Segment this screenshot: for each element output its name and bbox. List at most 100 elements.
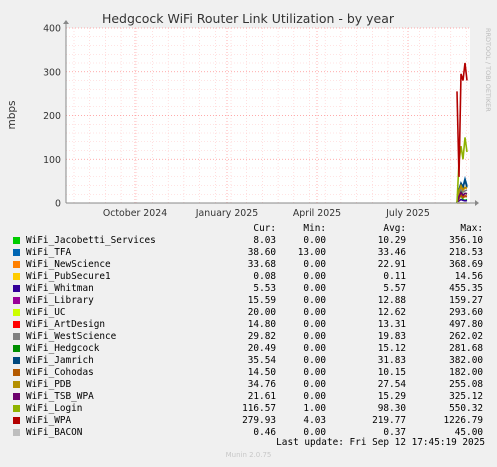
legend-value-min: 0.00 <box>303 271 326 282</box>
legend-value-max: 455.35 <box>449 283 483 294</box>
grid <box>66 27 470 203</box>
legend-value-cur: 38.60 <box>247 247 276 258</box>
legend-value-max: 218.53 <box>449 247 483 258</box>
y-tick-label: 300 <box>43 67 61 78</box>
legend-swatch <box>13 237 20 244</box>
legend-swatch <box>13 429 20 436</box>
legend-value-min: 0.00 <box>303 295 326 306</box>
legend-swatch <box>13 369 20 376</box>
legend-value-avg: 12.88 <box>377 295 406 306</box>
axes: 0 100 200 300 400 October 2024 January 2025 Apr… <box>43 20 479 219</box>
legend-series-name: WiFi_Jacobetti_Services <box>26 235 156 246</box>
legend-value-max: 45.00 <box>454 427 483 438</box>
legend-value-avg: 10.29 <box>377 235 406 246</box>
legend-series-name: WiFi_Jamrich <box>26 355 94 366</box>
legend-series-name: WiFi_Hedgcock <box>26 343 100 354</box>
legend-value-avg: 98.30 <box>377 403 406 414</box>
legend-swatch <box>13 333 20 340</box>
legend-value-avg: 15.12 <box>377 343 406 354</box>
legend-series-name: WiFi_TFA <box>26 247 72 258</box>
y-tick-label: 400 <box>43 24 61 35</box>
legend-row: WiFi_Jacobetti_Services 8.03 0.00 10.29 356.… <box>12 235 492 247</box>
legend-header-cur: Cur: <box>253 223 276 234</box>
legend-value-min: 0.00 <box>303 379 326 390</box>
legend-row: WiFi_WestScience 29.82 0.00 19.83 262.02 <box>12 331 492 343</box>
legend-series-name: WiFi_PDB <box>26 379 72 390</box>
legend-value-cur: 0.08 <box>253 271 276 282</box>
legend-value-max: 497.80 <box>449 319 483 330</box>
legend-swatch <box>13 285 20 292</box>
series-line-wifi-tsb-wpa <box>456 191 468 204</box>
series-line-wifi-wpa <box>456 62 468 177</box>
y-tick-label: 100 <box>43 155 61 166</box>
legend-value-max: 356.10 <box>449 235 483 246</box>
legend-value-min: 0.00 <box>303 367 326 378</box>
legend-value-min: 0.00 <box>303 235 326 246</box>
legend-row: WiFi_WPA 279.93 4.03 219.77 1226.79 <box>12 415 492 427</box>
x-tick-label: July 2025 <box>385 208 430 219</box>
legend-value-cur: 35.54 <box>247 355 276 366</box>
legend-value-avg: 12.62 <box>377 307 406 318</box>
y-axis-label: mbps <box>6 100 18 129</box>
legend-row: WiFi_Login 116.57 1.00 98.30 550.32 <box>12 403 492 415</box>
legend-value-cur: 279.93 <box>242 415 276 426</box>
legend-value-avg: 13.31 <box>377 319 406 330</box>
legend-series-name: WiFi_WestScience <box>26 331 117 342</box>
legend-value-min: 0.00 <box>303 259 326 270</box>
legend-value-avg: 22.91 <box>377 259 406 270</box>
legend-value-cur: 14.50 <box>247 367 276 378</box>
y-axis-arrow <box>63 20 69 24</box>
legend-swatch <box>13 321 20 328</box>
legend-value-min: 0.00 <box>303 283 326 294</box>
legend-series-name: WiFi_NewScience <box>26 259 111 270</box>
legend-header-max: Max: <box>460 223 483 234</box>
legend-swatch <box>13 273 20 280</box>
legend-value-min: 13.00 <box>297 247 326 258</box>
legend-swatch <box>13 417 20 424</box>
legend-value-max: 368.69 <box>449 259 483 270</box>
x-tick-label: October 2024 <box>103 208 167 219</box>
legend-row: WiFi_BACON 0.46 0.00 0.37 45.00 <box>12 427 492 439</box>
legend-row: WiFi_PubSecure1 0.08 0.00 0.11 14.56 <box>12 271 492 283</box>
legend-value-max: 550.32 <box>449 403 483 414</box>
legend-series-name: WiFi_BACON <box>26 427 83 438</box>
legend-value-avg: 15.29 <box>377 391 406 402</box>
legend-value-min: 0.00 <box>303 427 326 438</box>
legend-row: WiFi_TFA 38.60 13.00 33.46 218.53 <box>12 247 492 259</box>
last-update: Last update: Fri Sep 12 17:45:19 2025 <box>276 437 485 448</box>
x-tick-label: January 2025 <box>195 208 258 219</box>
legend-row: WiFi_Hedgcock 20.49 0.00 15.12 281.68 <box>12 343 492 355</box>
legend-value-avg: 27.54 <box>377 379 406 390</box>
legend-value-cur: 33.68 <box>247 259 276 270</box>
legend-value-min: 0.00 <box>303 331 326 342</box>
legend-value-cur: 15.59 <box>247 295 276 306</box>
legend-series-name: WiFi_WPA <box>26 415 72 426</box>
generator-label: Munin 2.0.75 <box>225 451 272 459</box>
legend-value-max: 14.56 <box>454 271 483 282</box>
legend-row: WiFi_UC 20.00 0.00 12.62 293.60 <box>12 307 492 319</box>
legend-value-cur: 14.80 <box>247 319 276 330</box>
chart-title: Hedgcock WiFi Router Link Utilization - … <box>102 11 395 26</box>
legend-value-avg: 0.11 <box>383 271 406 282</box>
y-tick-label: 200 <box>43 111 61 122</box>
legend-value-cur: 29.82 <box>247 331 276 342</box>
legend-series-name: WiFi_Login <box>26 403 83 414</box>
x-axis-arrow <box>475 200 479 206</box>
legend-row: WiFi_ArtDesign 14.80 0.00 13.31 497.80 <box>12 319 492 331</box>
legend-value-avg: 31.83 <box>377 355 406 366</box>
y-tick-label: 0 <box>55 199 61 210</box>
legend-row: WiFi_TSB_WPA 21.61 0.00 15.29 325.12 <box>12 391 492 403</box>
legend-value-max: 255.08 <box>449 379 483 390</box>
legend-value-cur: 20.49 <box>247 343 276 354</box>
legend-value-cur: 20.00 <box>247 307 276 318</box>
legend-series-name: WiFi_Cohodas <box>26 367 94 378</box>
legend-value-cur: 8.03 <box>253 235 276 246</box>
legend-row: WiFi_Library 15.59 0.00 12.88 159.27 <box>12 295 492 307</box>
legend-row: WiFi_NewScience 33.68 0.00 22.91 368.69 <box>12 259 492 271</box>
rrdtool-side-label: RRDTOOL / TOBI OETIKER <box>484 28 492 112</box>
legend-value-cur: 0.46 <box>253 427 276 438</box>
legend-swatch <box>13 345 20 352</box>
legend-series-name: WiFi_UC <box>26 307 66 318</box>
legend-swatch <box>13 357 20 364</box>
legend-series-name: WiFi_PubSecure1 <box>26 271 111 282</box>
